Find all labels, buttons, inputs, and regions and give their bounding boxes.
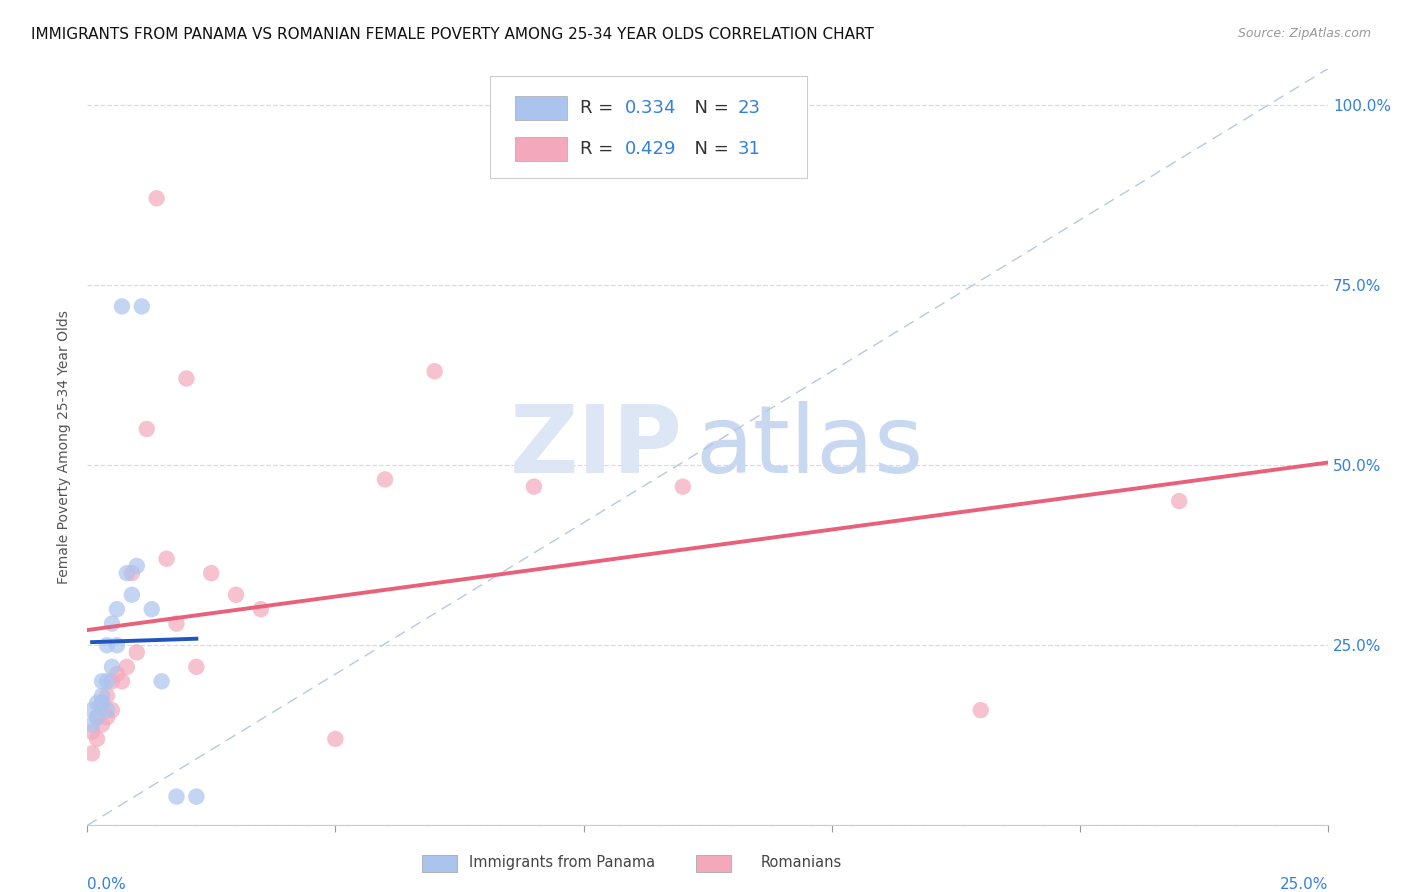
Point [225,588,247,602]
Text: 0.334: 0.334 [624,99,676,117]
Point [523,480,546,494]
Point [91,689,114,703]
Text: IMMIGRANTS FROM PANAMA VS ROMANIAN FEMALE POVERTY AMONG 25-34 YEAR OLDS CORRELAT: IMMIGRANTS FROM PANAMA VS ROMANIAN FEMAL… [31,27,873,42]
Point [96,674,118,689]
Point [91,696,114,710]
Point [86,696,108,710]
Point [86,710,108,724]
FancyBboxPatch shape [515,95,568,120]
Point [82,724,104,739]
Point [125,558,148,573]
Text: Immigrants from Panama: Immigrants from Panama [470,855,655,870]
Point [423,364,446,378]
Point [186,660,208,674]
Point [166,789,188,804]
Point [325,731,347,746]
Point [145,191,167,205]
Point [91,696,114,710]
Point [121,566,143,581]
Point [82,717,104,731]
Point [115,660,138,674]
Point [101,674,124,689]
Point [200,566,222,581]
Point [1168,494,1191,508]
Point [105,638,128,652]
Point [111,300,134,314]
Point [115,566,138,581]
Text: atlas: atlas [695,401,924,493]
Point [82,747,104,761]
Text: R =: R = [579,140,619,158]
Text: Source: ZipAtlas.com: Source: ZipAtlas.com [1237,27,1371,40]
Text: R =: R = [579,99,619,117]
Text: 25.0%: 25.0% [1279,878,1329,892]
Text: 31: 31 [737,140,761,158]
Point [105,667,128,681]
Point [186,789,208,804]
Point [96,703,118,717]
Text: N =: N = [683,140,734,158]
Point [96,710,118,724]
Point [374,472,396,486]
Point [176,371,198,385]
Text: 23: 23 [737,99,761,117]
Text: N =: N = [683,99,734,117]
FancyBboxPatch shape [515,136,568,161]
Point [91,717,114,731]
Point [101,660,124,674]
Text: ZIP: ZIP [510,401,683,493]
Point [121,588,143,602]
Point [101,703,124,717]
Point [135,422,157,436]
Point [672,480,695,494]
Point [155,551,177,566]
Point [150,674,173,689]
Point [101,616,124,631]
Point [96,689,118,703]
Text: 0.0%: 0.0% [87,878,127,892]
Point [111,674,134,689]
Y-axis label: Female Poverty Among 25-34 Year Olds: Female Poverty Among 25-34 Year Olds [58,310,72,584]
Point [125,645,148,659]
Point [250,602,273,616]
Point [86,731,108,746]
Point [105,602,128,616]
Point [96,638,118,652]
Point [141,602,163,616]
Point [82,703,104,717]
Text: 0.429: 0.429 [624,140,676,158]
FancyBboxPatch shape [491,76,807,178]
Point [969,703,991,717]
Point [86,710,108,724]
Point [91,674,114,689]
Point [166,616,188,631]
Text: Romanians: Romanians [761,855,842,870]
Point [131,300,153,314]
